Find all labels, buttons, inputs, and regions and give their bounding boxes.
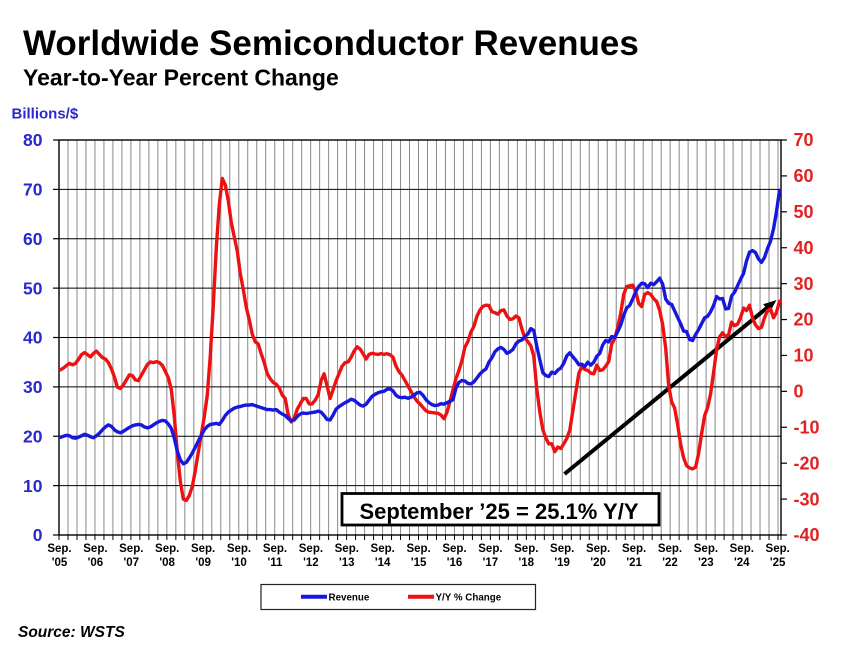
- svg-text:Sep.: Sep.: [694, 543, 718, 555]
- svg-text:Sep.: Sep.: [191, 543, 215, 555]
- svg-text:'24: '24: [734, 557, 750, 569]
- svg-text:'09: '09: [195, 557, 211, 569]
- svg-text:-40: -40: [794, 525, 820, 545]
- svg-text:Sep.: Sep.: [371, 543, 395, 555]
- svg-text:Sep.: Sep.: [586, 543, 610, 555]
- svg-text:Sep.: Sep.: [155, 543, 179, 555]
- svg-text:September ’25 = 25.1% Y/Y: September ’25 = 25.1% Y/Y: [359, 499, 638, 524]
- svg-text:60: 60: [794, 166, 814, 186]
- svg-text:60: 60: [23, 229, 43, 249]
- svg-text:'21: '21: [626, 557, 642, 569]
- svg-text:'25: '25: [770, 557, 786, 569]
- svg-text:20: 20: [23, 426, 43, 446]
- svg-text:Sep.: Sep.: [299, 543, 323, 555]
- svg-text:'20: '20: [590, 557, 606, 569]
- svg-text:Sep.: Sep.: [263, 543, 287, 555]
- svg-text:20: 20: [794, 310, 814, 330]
- svg-text:'19: '19: [554, 557, 570, 569]
- svg-text:Billions/$: Billions/$: [12, 106, 79, 123]
- svg-text:'13: '13: [339, 557, 355, 569]
- svg-text:'10: '10: [231, 557, 247, 569]
- svg-text:50: 50: [794, 202, 814, 222]
- svg-text:'14: '14: [375, 557, 391, 569]
- svg-text:'15: '15: [411, 557, 427, 569]
- svg-text:'23: '23: [698, 557, 714, 569]
- svg-text:Sep.: Sep.: [730, 543, 754, 555]
- svg-text:70: 70: [794, 130, 814, 150]
- svg-text:40: 40: [794, 238, 814, 258]
- svg-text:'06: '06: [88, 557, 104, 569]
- svg-text:'17: '17: [483, 557, 499, 569]
- svg-text:-10: -10: [794, 418, 820, 438]
- svg-text:Sep.: Sep.: [335, 543, 359, 555]
- svg-text:Sep.: Sep.: [550, 543, 574, 555]
- svg-text:'16: '16: [447, 557, 463, 569]
- svg-text:-20: -20: [794, 453, 820, 473]
- svg-text:Sep.: Sep.: [442, 543, 466, 555]
- svg-text:'22: '22: [662, 557, 678, 569]
- svg-text:30: 30: [794, 274, 814, 294]
- svg-text:10: 10: [23, 476, 43, 496]
- svg-text:Source: WSTS: Source: WSTS: [18, 624, 125, 641]
- svg-text:'08: '08: [159, 557, 175, 569]
- svg-text:10: 10: [794, 346, 814, 366]
- svg-text:Revenue: Revenue: [329, 592, 370, 603]
- svg-text:Worldwide Semiconductor Revenu: Worldwide Semiconductor Revenues: [23, 24, 639, 63]
- svg-text:'18: '18: [519, 557, 535, 569]
- svg-text:Year-to-Year Percent Change: Year-to-Year Percent Change: [23, 65, 339, 91]
- svg-text:-30: -30: [794, 489, 820, 509]
- svg-text:Sep.: Sep.: [766, 543, 790, 555]
- svg-text:Y/Y % Change: Y/Y % Change: [436, 592, 502, 603]
- svg-text:40: 40: [23, 328, 43, 348]
- svg-text:30: 30: [23, 377, 43, 397]
- svg-text:80: 80: [23, 130, 43, 150]
- svg-text:Sep.: Sep.: [658, 543, 682, 555]
- svg-text:Sep.: Sep.: [83, 543, 107, 555]
- svg-text:Sep.: Sep.: [47, 543, 71, 555]
- svg-text:Sep.: Sep.: [622, 543, 646, 555]
- svg-text:'05: '05: [52, 557, 68, 569]
- svg-text:'12: '12: [303, 557, 319, 569]
- svg-text:Sep.: Sep.: [406, 543, 430, 555]
- svg-text:Sep.: Sep.: [514, 543, 538, 555]
- svg-text:Sep.: Sep.: [227, 543, 251, 555]
- svg-text:0: 0: [794, 382, 804, 402]
- svg-text:'07: '07: [124, 557, 140, 569]
- svg-text:Sep.: Sep.: [119, 543, 143, 555]
- svg-text:70: 70: [23, 180, 43, 200]
- svg-text:Sep.: Sep.: [478, 543, 502, 555]
- svg-text:50: 50: [23, 278, 43, 298]
- svg-text:'11: '11: [268, 557, 283, 569]
- svg-text:0: 0: [33, 525, 43, 545]
